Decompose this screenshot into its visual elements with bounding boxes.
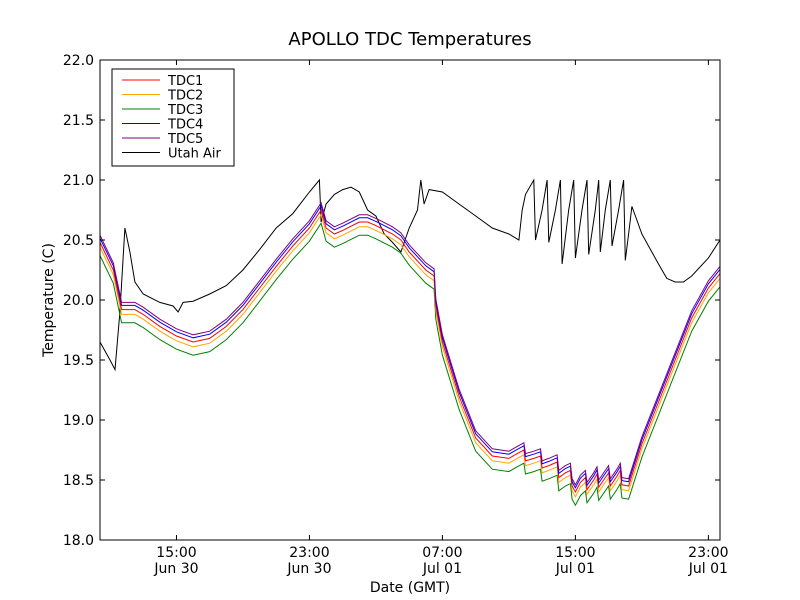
plot-frame (99, 59, 721, 541)
x-axis-label: Date (GMT) (370, 580, 450, 596)
legend-label: TDC5 (167, 132, 203, 147)
y-tick-label: 22.0 (63, 53, 94, 69)
legend-label: Utah Air (168, 147, 221, 162)
axis-layer: 18.0 18.5 19.0 19.5 20.0 20.5 21.0 21.5 22.0 15:0… (63, 53, 729, 577)
y-tick-label: 19.5 (63, 353, 94, 369)
series-line-utah-air (99, 178, 721, 372)
legend-label: TDC3 (167, 103, 203, 118)
y-axis-label: Temperature (C) (41, 243, 57, 358)
x-tick-label-date: Jun 30 (286, 561, 331, 577)
legend-label: TDC4 (167, 118, 203, 133)
legend-label: TDC2 (167, 89, 203, 104)
series-line-tdc5 (99, 201, 721, 486)
x-tick-label-time: 07:00 (422, 545, 462, 561)
x-tick-label-date: Jun 30 (153, 561, 198, 577)
y-tick-label: 18.0 (63, 533, 94, 549)
series-line-tdc1 (99, 208, 721, 494)
series-line-tdc2 (99, 213, 721, 498)
x-tick-label-time: 23:00 (688, 545, 728, 561)
x-tick-label-date: Jul 01 (422, 561, 462, 577)
y-tick-label: 19.0 (63, 413, 94, 429)
y-tick-label: 21.0 (63, 173, 94, 189)
series-layer (99, 178, 721, 507)
y-tick-label: 21.5 (63, 113, 94, 129)
x-tick-label-time: 15:00 (156, 545, 196, 561)
x-tick-label-date: Jul 01 (555, 561, 595, 577)
chart-title: APOLLO TDC Temperatures (288, 29, 531, 50)
x-tick-label-time: 23:00 (289, 545, 329, 561)
x-tick-label-time: 15:00 (555, 545, 595, 561)
y-tick-label: 20.5 (63, 233, 94, 249)
x-tick-label-date: Jul 01 (688, 561, 728, 577)
legend-box (111, 68, 235, 167)
series-line-tdc3 (99, 221, 721, 507)
y-tick-label: 18.5 (63, 473, 94, 489)
y-tick-label: 20.0 (63, 293, 94, 309)
legend-label: TDC1 (167, 74, 203, 89)
